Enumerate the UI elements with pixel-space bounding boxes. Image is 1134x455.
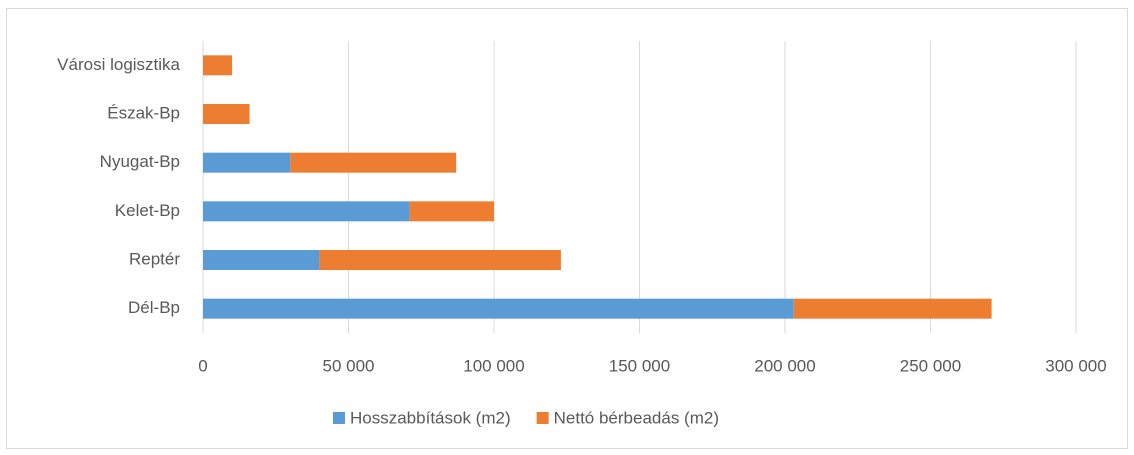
x-tick-label: 300 000 xyxy=(1045,356,1106,375)
legend-label: Nettó bérbeadás (m2) xyxy=(554,408,719,427)
bar-segment xyxy=(203,104,250,124)
bar-segment xyxy=(203,152,291,173)
y-tick-label: Városi logisztika xyxy=(57,55,180,74)
bar-segment xyxy=(319,250,561,270)
x-tick-label: 100 000 xyxy=(463,356,524,375)
legend-swatch xyxy=(333,412,345,424)
bar-segment xyxy=(793,298,992,319)
x-tick-label: 150 000 xyxy=(609,356,670,375)
chart-border xyxy=(6,8,1128,449)
x-tick-label: 50 000 xyxy=(323,356,375,375)
x-tick-label: 250 000 xyxy=(900,356,961,375)
x-tick-label: 0 xyxy=(198,356,207,375)
y-tick-label: Nyugat-Bp xyxy=(100,152,180,171)
bar-segment xyxy=(409,201,494,222)
bar-segment xyxy=(290,152,457,173)
y-tick-label: Kelet-Bp xyxy=(115,201,180,220)
y-tick-label: Észak-Bp xyxy=(107,103,180,122)
legend-label: Hosszabbítások (m2) xyxy=(350,408,511,427)
y-tick-label: Dél-Bp xyxy=(128,298,180,317)
bar-segment xyxy=(203,250,320,270)
legend-swatch xyxy=(536,412,549,424)
y-tick-label: Reptér xyxy=(129,249,180,268)
bar-segment xyxy=(203,298,794,319)
x-tick-label: 200 000 xyxy=(754,356,815,375)
bar-segment xyxy=(203,55,233,76)
bar-segment xyxy=(203,201,410,222)
